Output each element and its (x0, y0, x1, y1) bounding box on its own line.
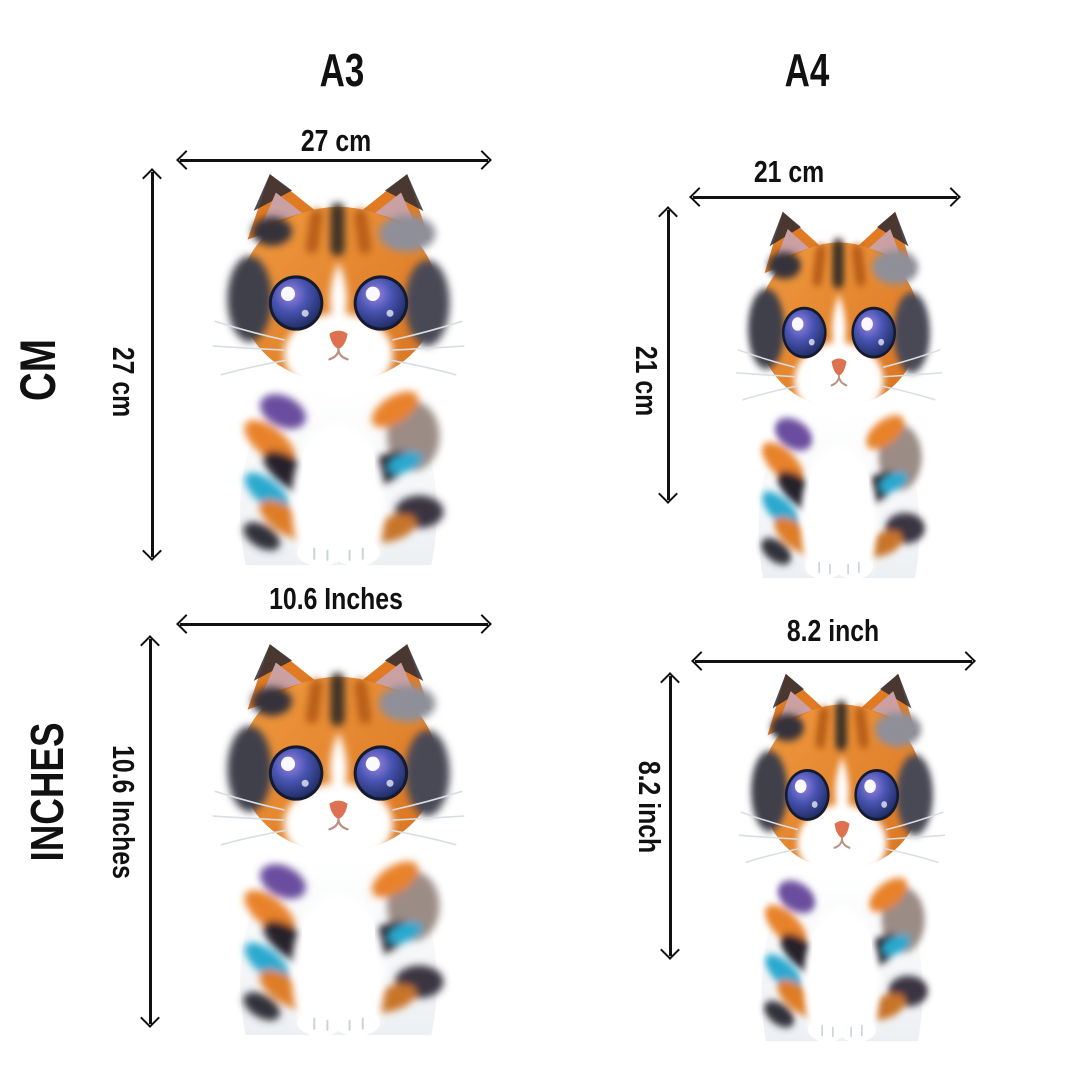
a4-inches-height-arrow (669, 676, 672, 956)
a3-cm-width-label: 27 cm (300, 123, 372, 158)
cat-image-a4-inches (718, 668, 966, 1043)
a3-inches-height-label: 10.6 Inches (106, 745, 141, 879)
column-title-a4: A4 (784, 44, 830, 96)
a4-inches-width-label: 8.2 inch (786, 613, 880, 648)
a3-inches-height-arrow (149, 639, 152, 1024)
column-title-a3: A3 (319, 44, 365, 96)
a4-cm-height-label: 21 cm (629, 345, 664, 417)
a3-cm-height-arrow (151, 172, 154, 557)
cat-image-a4-cm (715, 206, 963, 580)
a3-cm-width-arrow (180, 159, 488, 162)
a4-cm-width-label: 21 cm (753, 154, 825, 189)
a4-cm-width-arrow (693, 196, 957, 199)
a3-inches-width-arrow (180, 623, 488, 626)
row-label-inches: INCHES (21, 722, 73, 862)
a4-inches-width-arrow (695, 660, 972, 663)
cat-image-a3-cm (187, 168, 490, 567)
row-label-cm: CM (10, 338, 66, 402)
cat-image-a3-inches (187, 638, 490, 1037)
a3-cm-height-label: 27 cm (106, 346, 141, 418)
a4-cm-height-arrow (667, 210, 670, 500)
a4-inches-height-label: 8.2 inch (632, 760, 667, 854)
a3-inches-width-label: 10.6 Inches (269, 581, 403, 616)
